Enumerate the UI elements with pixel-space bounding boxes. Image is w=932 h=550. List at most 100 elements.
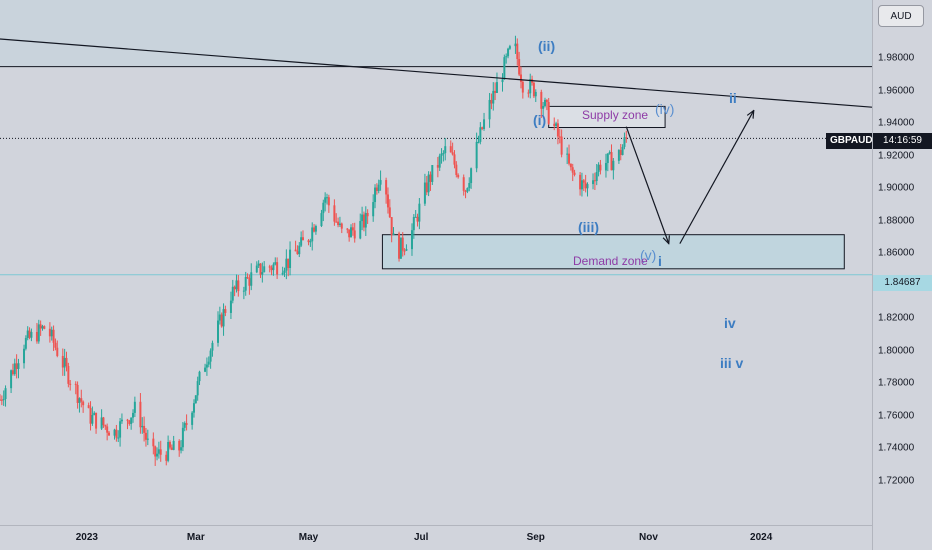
candle-body — [311, 227, 314, 242]
candle-body — [418, 203, 421, 222]
wave-label-ii-paren: (ii) — [538, 38, 556, 54]
candle-body — [335, 221, 338, 223]
candle-body — [296, 251, 299, 255]
candle-body — [340, 223, 343, 229]
candle-body — [301, 237, 304, 241]
candle-body — [483, 119, 486, 129]
candle-body — [115, 429, 118, 438]
candle-body — [274, 262, 277, 265]
candle-body — [37, 324, 40, 342]
candle-body — [625, 137, 628, 139]
candle-body — [10, 370, 13, 389]
candle-body — [39, 324, 42, 329]
descending-trendline — [0, 38, 872, 108]
candle-body — [95, 412, 98, 429]
candle-body — [113, 429, 116, 436]
candle-body — [185, 423, 188, 425]
candle-body — [35, 331, 38, 342]
candle-body — [593, 180, 596, 182]
candle-body — [78, 398, 81, 403]
projection-arrow-down — [625, 126, 668, 244]
candle-body — [130, 417, 133, 424]
candle-body — [237, 280, 240, 292]
candle-body — [346, 228, 349, 230]
candle-body — [285, 258, 288, 271]
candle-body — [143, 425, 146, 433]
candle-body — [503, 57, 506, 80]
candle-body — [298, 245, 301, 255]
wave-label-v-paren: (v) — [640, 247, 657, 263]
time-tick-label: Sep — [526, 532, 545, 543]
candle-body — [542, 105, 545, 109]
chart-plot-area[interactable]: (ii) (i) (iii) (iv) (v) i ii iv iii v Su… — [0, 0, 872, 525]
candle-body — [390, 217, 393, 235]
candle-body — [488, 99, 491, 120]
candle-body — [43, 326, 46, 329]
candle-body — [156, 453, 159, 457]
candle-body — [592, 180, 595, 185]
candle-body — [558, 136, 561, 138]
price-tick-label: 1.92000 — [878, 150, 915, 162]
candle-body — [294, 249, 297, 252]
symbol-badge: GBPAUD — [826, 133, 877, 149]
candle-body — [586, 184, 589, 189]
candle-body — [610, 152, 613, 171]
candle-body — [250, 272, 253, 286]
candle-body — [307, 240, 310, 243]
candle-body — [141, 425, 144, 428]
candle-body — [612, 160, 615, 171]
candle-body — [89, 408, 92, 424]
candle-body — [255, 265, 258, 273]
candle-body — [167, 441, 170, 461]
candle-body — [595, 172, 598, 182]
candle-body — [527, 92, 530, 94]
price-tick-label: 1.78000 — [878, 377, 915, 389]
time-tick-label: May — [298, 532, 319, 543]
candle-body — [386, 194, 389, 208]
wave-label-i-paren: (i) — [533, 112, 547, 128]
candle-body — [224, 309, 227, 313]
candle-body — [392, 233, 395, 235]
candle-body — [65, 357, 68, 366]
price-tick-label: 1.80000 — [878, 345, 915, 357]
candle-body — [244, 277, 247, 291]
candle-body — [416, 216, 419, 222]
candle-body — [93, 412, 96, 415]
time-tick-label: Mar — [186, 532, 205, 543]
price-tick-label: 1.82000 — [878, 312, 915, 324]
candle-body — [146, 438, 149, 440]
candle-body — [320, 213, 323, 227]
candle-body — [207, 361, 210, 365]
price-tick-label: 1.76000 — [878, 410, 915, 422]
candle-body — [501, 79, 504, 83]
candle-body — [508, 46, 511, 49]
candle-body — [606, 153, 609, 164]
wave-label-i-small: i — [658, 253, 662, 269]
wave-label-iii-v: iii v — [720, 355, 744, 371]
candle-body — [144, 432, 147, 440]
candle-body — [388, 207, 391, 218]
candle-body — [172, 440, 175, 450]
demand-zone-label: Demand zone — [573, 254, 648, 268]
candle-body — [235, 280, 238, 290]
candle-body — [126, 419, 129, 421]
candle-body — [470, 168, 473, 184]
countdown-badge: 14:16:59 — [873, 133, 932, 149]
candle-body — [521, 81, 524, 93]
candle-body — [309, 241, 312, 243]
currency-button[interactable]: AUD — [878, 5, 924, 27]
candle-body — [555, 123, 558, 126]
candle-body — [117, 437, 120, 439]
price-chart — [0, 35, 872, 466]
candle-body — [0, 399, 3, 401]
candle-body — [257, 263, 260, 266]
candle-body — [440, 153, 443, 156]
time-axis[interactable]: 2023 Mar May Jul Sep Nov 2024 — [0, 525, 872, 550]
candle-body — [375, 187, 378, 191]
candle-body — [76, 384, 79, 403]
candle-body — [545, 99, 548, 103]
candle-body — [366, 212, 369, 217]
candle-body — [102, 417, 105, 426]
candle-body — [287, 258, 290, 268]
candle-body — [505, 56, 508, 58]
